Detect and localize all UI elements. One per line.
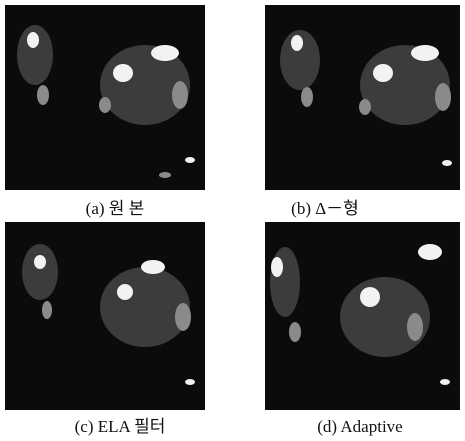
image-panel-d — [265, 222, 460, 410]
caption: (d) Adaptive — [317, 417, 402, 436]
image-panel-a — [5, 5, 205, 190]
image-panel-c — [5, 222, 205, 410]
caption: (c) ELA 필터 — [75, 417, 166, 436]
figure: (a) 원 본 (b) Δ－형 (c) ELA 필터 (d) Adaptive — [0, 0, 465, 441]
image-panel-b — [265, 5, 460, 190]
caption: (a) 원 본 — [86, 199, 145, 218]
caption: (b) Δ－형 — [291, 199, 359, 218]
